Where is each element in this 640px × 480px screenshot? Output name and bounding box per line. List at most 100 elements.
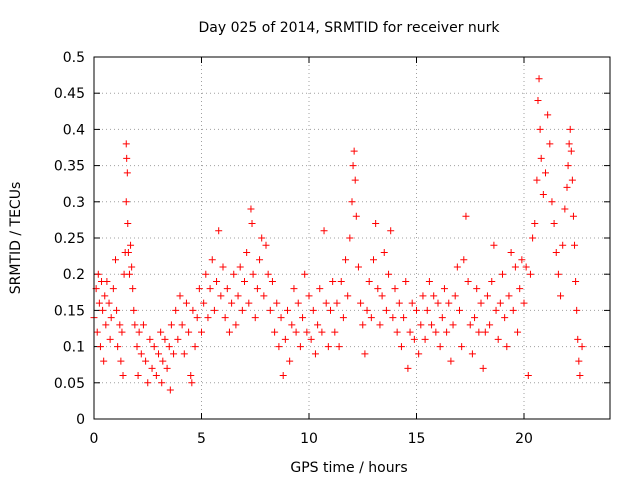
- data-point: [531, 220, 539, 228]
- data-point: [565, 140, 573, 148]
- data-point: [123, 169, 131, 177]
- data-point: [208, 256, 216, 264]
- data-point: [248, 220, 256, 228]
- plot-frame: [93, 56, 611, 420]
- data-point: [359, 321, 367, 329]
- data-point: [193, 314, 201, 322]
- data-point: [473, 285, 481, 293]
- data-point: [479, 364, 487, 372]
- x-tick-label: 5: [197, 431, 206, 447]
- data-point: [451, 292, 459, 300]
- data-point: [316, 285, 324, 293]
- data-point: [348, 198, 356, 206]
- data-point: [260, 292, 268, 300]
- data-point: [354, 263, 362, 271]
- data-point: [391, 285, 399, 293]
- data-point: [408, 299, 416, 307]
- data-point: [460, 256, 468, 264]
- data-point: [159, 357, 167, 365]
- data-point: [503, 343, 511, 351]
- data-point: [499, 270, 506, 278]
- data-point: [434, 299, 442, 307]
- y-tick-label: 0.15: [54, 303, 85, 319]
- axis-ticks: 0 0.05 0.1 0.15 0.2 0.25 0.3 0.35 0.4 0.45 0.5 0 5 10…: [54, 50, 610, 447]
- y-tick-label: 0.3: [63, 195, 85, 211]
- data-point: [550, 220, 558, 228]
- data-point: [372, 220, 380, 228]
- data-points: [90, 75, 586, 394]
- data-point: [342, 256, 350, 264]
- data-point: [410, 335, 418, 343]
- y-tick-label: 0.5: [63, 50, 85, 66]
- data-point: [118, 328, 126, 336]
- data-point: [163, 364, 171, 372]
- data-point: [475, 328, 483, 336]
- data-point: [447, 357, 455, 365]
- data-point: [552, 248, 560, 256]
- data-point: [114, 343, 122, 351]
- data-point: [578, 343, 586, 351]
- data-point: [185, 328, 193, 336]
- data-point: [109, 285, 117, 293]
- data-point: [95, 299, 103, 307]
- data-point: [245, 299, 253, 307]
- data-point: [509, 306, 517, 314]
- data-point: [268, 277, 276, 285]
- data-point: [213, 277, 221, 285]
- data-point: [157, 328, 165, 336]
- data-point: [432, 328, 440, 336]
- data-point: [238, 306, 246, 314]
- data-point: [188, 379, 196, 387]
- y-tick-label: 0.05: [54, 376, 85, 392]
- data-point: [522, 263, 530, 271]
- data-point: [102, 321, 110, 329]
- data-point: [223, 285, 231, 293]
- data-point: [520, 299, 528, 307]
- data-point: [417, 321, 425, 329]
- data-point: [477, 299, 485, 307]
- data-point: [536, 125, 544, 133]
- data-point: [542, 169, 549, 177]
- data-point: [559, 241, 567, 249]
- data-point: [537, 154, 545, 162]
- data-point: [468, 350, 476, 358]
- data-point: [290, 285, 298, 293]
- data-point: [445, 299, 453, 307]
- data-point: [574, 335, 582, 343]
- data-point: [331, 328, 339, 336]
- data-point: [514, 328, 522, 336]
- data-point: [130, 306, 138, 314]
- data-point: [404, 364, 412, 372]
- data-point: [133, 343, 141, 351]
- data-point: [494, 335, 502, 343]
- data-point: [548, 198, 556, 206]
- data-point: [249, 270, 257, 278]
- x-axis-label: GPS time / hours: [290, 460, 407, 476]
- data-point: [303, 328, 311, 336]
- data-point: [124, 220, 132, 228]
- data-point: [146, 335, 154, 343]
- data-point: [471, 314, 479, 322]
- data-point: [516, 285, 524, 293]
- data-point: [370, 256, 377, 264]
- data-point: [307, 335, 315, 343]
- y-tick-label: 0: [76, 412, 85, 428]
- data-point: [137, 350, 145, 358]
- data-point: [119, 372, 127, 380]
- data-point: [99, 306, 107, 314]
- data-point: [327, 306, 334, 314]
- data-point: [166, 386, 174, 394]
- data-point: [393, 328, 401, 336]
- data-point: [571, 241, 579, 249]
- data-point: [464, 277, 472, 285]
- data-point: [533, 176, 541, 184]
- data-point: [195, 285, 203, 293]
- data-point: [346, 234, 354, 242]
- data-point: [365, 277, 373, 285]
- data-point: [251, 314, 259, 322]
- data-point: [139, 321, 147, 329]
- data-point: [380, 248, 388, 256]
- data-point: [112, 256, 119, 264]
- data-point: [155, 350, 162, 358]
- data-point: [127, 241, 135, 249]
